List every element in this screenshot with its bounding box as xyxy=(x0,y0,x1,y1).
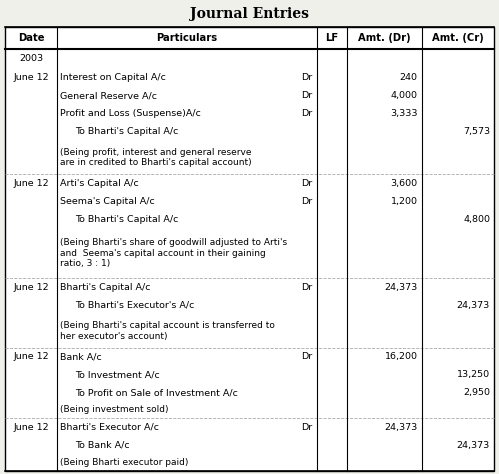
Text: Dr: Dr xyxy=(301,197,313,206)
Text: Dr: Dr xyxy=(301,109,313,118)
Text: 2003: 2003 xyxy=(19,55,43,64)
Text: 7,573: 7,573 xyxy=(463,127,490,136)
Text: (Being Bharti's capital account is transferred to
her executor's account): (Being Bharti's capital account is trans… xyxy=(60,321,275,341)
Text: To Bharti's Executor's A/c: To Bharti's Executor's A/c xyxy=(75,301,195,310)
Text: Profit and Loss (Suspense)A/c: Profit and Loss (Suspense)A/c xyxy=(60,109,201,118)
Text: June 12: June 12 xyxy=(13,73,49,82)
Text: To Investment A/c: To Investment A/c xyxy=(75,370,160,379)
Text: Dr: Dr xyxy=(301,423,313,432)
Text: Amt. (Dr): Amt. (Dr) xyxy=(358,33,411,43)
Text: 240: 240 xyxy=(400,73,418,82)
Text: 16,200: 16,200 xyxy=(385,352,418,361)
Text: To Bharti's Capital A/c: To Bharti's Capital A/c xyxy=(75,127,179,136)
Text: Bharti's Capital A/c: Bharti's Capital A/c xyxy=(60,283,151,292)
Text: Dr: Dr xyxy=(301,179,313,188)
Text: June 12: June 12 xyxy=(13,283,49,292)
Text: Dr: Dr xyxy=(301,73,313,82)
Text: 3,600: 3,600 xyxy=(391,179,418,188)
Text: 24,373: 24,373 xyxy=(384,283,418,292)
Text: (Being Bharti's share of goodwill adjusted to Arti's
and  Seema's capital accoun: (Being Bharti's share of goodwill adjust… xyxy=(60,238,287,268)
Text: Dr: Dr xyxy=(301,283,313,292)
Text: To Bank A/c: To Bank A/c xyxy=(75,441,130,450)
Text: Bharti's Executor A/c: Bharti's Executor A/c xyxy=(60,423,159,432)
Text: Dr: Dr xyxy=(301,91,313,100)
Text: 4,800: 4,800 xyxy=(463,215,490,224)
Text: General Reserve A/c: General Reserve A/c xyxy=(60,91,157,100)
Text: Journal Entries: Journal Entries xyxy=(190,7,309,21)
Text: To Bharti's Capital A/c: To Bharti's Capital A/c xyxy=(75,215,179,224)
Text: June 12: June 12 xyxy=(13,423,49,432)
Text: 24,373: 24,373 xyxy=(457,301,490,310)
Text: 3,333: 3,333 xyxy=(390,109,418,118)
Text: 13,250: 13,250 xyxy=(457,370,490,379)
Text: 1,200: 1,200 xyxy=(391,197,418,206)
Text: Dr: Dr xyxy=(301,352,313,361)
Text: (Being Bharti executor paid): (Being Bharti executor paid) xyxy=(60,458,189,467)
Text: Amt. (Cr): Amt. (Cr) xyxy=(432,33,484,43)
Text: June 12: June 12 xyxy=(13,179,49,188)
Text: 24,373: 24,373 xyxy=(457,441,490,450)
Text: June 12: June 12 xyxy=(13,352,49,361)
Text: 4,000: 4,000 xyxy=(391,91,418,100)
Text: (Being investment sold): (Being investment sold) xyxy=(60,405,169,414)
Text: Date: Date xyxy=(18,33,44,43)
Text: To Profit on Sale of Investment A/c: To Profit on Sale of Investment A/c xyxy=(75,388,238,397)
Text: Interest on Capital A/c: Interest on Capital A/c xyxy=(60,73,166,82)
Text: 24,373: 24,373 xyxy=(384,423,418,432)
Text: (Being profit, interest and general reserve
are in credited to Bharti's capital : (Being profit, interest and general rese… xyxy=(60,148,252,167)
Text: LF: LF xyxy=(325,33,338,43)
Text: Bank A/c: Bank A/c xyxy=(60,352,102,361)
Text: Seema's Capital A/c: Seema's Capital A/c xyxy=(60,197,155,206)
Text: 2,950: 2,950 xyxy=(463,388,490,397)
Text: Particulars: Particulars xyxy=(157,33,218,43)
Text: Arti's Capital A/c: Arti's Capital A/c xyxy=(60,179,139,188)
